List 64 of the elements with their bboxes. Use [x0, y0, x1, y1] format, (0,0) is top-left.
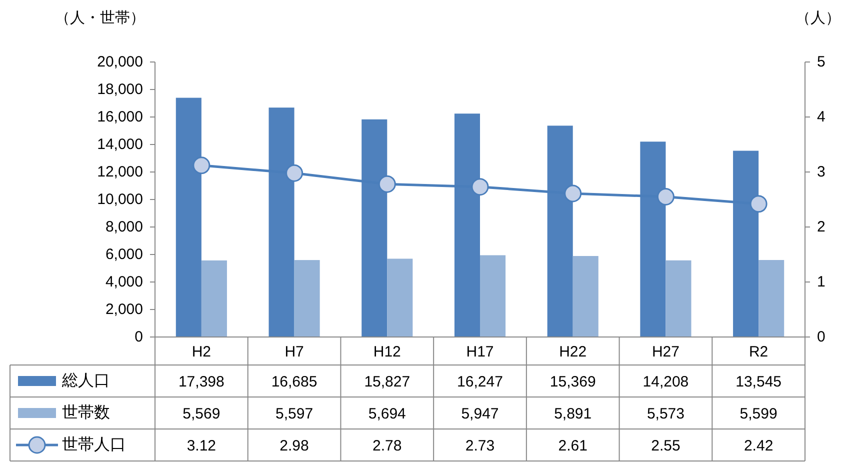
data-label: 5,891 [554, 406, 592, 422]
data-label: 16,685 [271, 374, 318, 390]
data-label: 5,569 [182, 406, 220, 422]
y2-tick-label: 3 [817, 164, 826, 180]
point [750, 195, 768, 213]
data-label: 3.12 [186, 438, 216, 454]
bar [666, 260, 692, 337]
data-label: 2.42 [744, 438, 774, 454]
y-tick-label: 10,000 [97, 191, 143, 208]
y-tick-label: 0 [134, 328, 143, 346]
data-label: 15,369 [550, 374, 596, 390]
data-label: 2.98 [280, 438, 309, 454]
y-tick-label: 18,000 [97, 81, 143, 98]
legend-label: 総人口 [61, 372, 110, 390]
point [378, 175, 396, 193]
bar [480, 255, 506, 337]
data-label: 5,947 [461, 406, 499, 422]
legend-label: 世帯数 [62, 404, 110, 422]
bar [758, 260, 784, 337]
y-tick-label: 12,000 [97, 164, 143, 180]
point [656, 188, 674, 206]
y2-tick-label: 2 [817, 218, 826, 236]
x-tick-label: R2 [748, 344, 768, 360]
y2-tick-label: 4 [817, 108, 826, 126]
data-label: 17,398 [178, 374, 224, 390]
point [286, 164, 304, 182]
data-label: 13,545 [736, 374, 782, 390]
y-axis-title: （人・世帯） [55, 10, 145, 26]
bar [201, 260, 227, 337]
y-tick-label: 8,000 [105, 218, 143, 236]
y-tick-label: 16,000 [97, 108, 143, 126]
y-tick-label: 6,000 [105, 246, 143, 263]
data-label: 16,247 [457, 374, 503, 390]
point [471, 178, 489, 196]
data-label: 5,597 [276, 406, 314, 422]
data-label: 15,827 [364, 374, 410, 390]
data-label: 5,694 [368, 406, 406, 422]
data-label: 2.61 [558, 438, 588, 454]
data-label: 2.78 [372, 438, 402, 454]
y2-axis-title: （人） [796, 10, 840, 26]
y2-tick-label: 1 [817, 274, 826, 290]
y-tick-label: 2,000 [105, 301, 143, 318]
point [564, 184, 582, 202]
x-tick-label: H7 [284, 344, 304, 360]
bar [294, 260, 320, 337]
y-tick-label: 4,000 [105, 274, 143, 290]
x-tick-label: H22 [559, 344, 587, 360]
data-label: 5,599 [740, 406, 778, 422]
y2-tick-label: 0 [817, 328, 826, 346]
x-tick-label: H17 [466, 344, 494, 360]
y-tick-label: 14,000 [97, 136, 143, 153]
y-tick-label: 20,000 [97, 54, 143, 70]
bar [572, 256, 598, 337]
y2-tick-label: 5 [817, 54, 826, 70]
data-label: 14,208 [642, 374, 689, 390]
bar [387, 258, 413, 337]
x-tick-label: H12 [373, 344, 401, 360]
data-label: 2.55 [651, 438, 680, 454]
point [192, 156, 210, 174]
legend-label: 世帯人口 [62, 436, 126, 454]
x-tick-label: H27 [652, 344, 680, 360]
data-label: 2.73 [465, 438, 495, 454]
x-tick-label: H2 [192, 344, 212, 360]
data-label: 5,573 [646, 406, 684, 422]
